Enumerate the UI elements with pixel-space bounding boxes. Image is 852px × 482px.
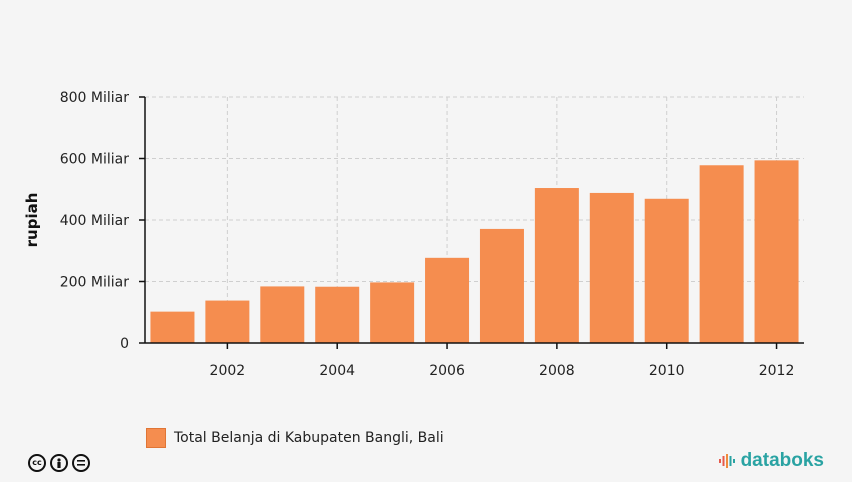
x-tick-label: 2002 bbox=[210, 363, 246, 379]
bar-2012[interactable] bbox=[754, 160, 799, 343]
bar-2001[interactable] bbox=[150, 311, 195, 343]
y-tick-label: 0 bbox=[120, 336, 129, 352]
y-tick-label: 600 Miliar bbox=[60, 152, 129, 168]
bar-2007[interactable] bbox=[479, 228, 524, 343]
bar-2003[interactable] bbox=[260, 286, 305, 343]
x-tick-label: 2010 bbox=[649, 363, 685, 379]
x-tick-label: 2004 bbox=[319, 363, 355, 379]
x-tick-label: 2006 bbox=[429, 363, 465, 379]
y-axis-title: rupiah bbox=[23, 193, 41, 248]
brand-logo[interactable]: databoks bbox=[718, 450, 824, 472]
bar-2011[interactable] bbox=[699, 165, 744, 343]
brand-name: databoks bbox=[740, 450, 824, 471]
bar-2002[interactable] bbox=[205, 300, 250, 343]
attribution-icon bbox=[50, 454, 68, 472]
y-tick-label: 400 Miliar bbox=[60, 213, 129, 229]
axes bbox=[139, 96, 804, 349]
no-derivatives-icon bbox=[72, 454, 90, 472]
license-badges: cc bbox=[28, 454, 90, 472]
bar-2004[interactable] bbox=[315, 286, 360, 343]
tick-labels: 0 200 Miliar 400 Miliar 600 Miliar 800 Milia… bbox=[60, 90, 795, 379]
bar-2005[interactable] bbox=[370, 282, 415, 343]
y-tick-label: 200 Miliar bbox=[60, 275, 129, 291]
bar-2009[interactable] bbox=[589, 192, 634, 343]
legend-swatch bbox=[146, 428, 166, 448]
x-tick-label: 2008 bbox=[539, 363, 575, 379]
x-tick-label: 2012 bbox=[759, 363, 795, 379]
cc-icon: cc bbox=[28, 454, 46, 472]
bar-2008[interactable] bbox=[534, 188, 579, 343]
databoks-logo-icon bbox=[718, 454, 735, 468]
legend: Total Belanja di Kabupaten Bangli, Bali bbox=[146, 428, 444, 448]
bars bbox=[150, 160, 799, 343]
y-tick-label: 800 Miliar bbox=[60, 90, 129, 106]
bar-2010[interactable] bbox=[644, 198, 689, 343]
legend-label: Total Belanja di Kabupaten Bangli, Bali bbox=[174, 430, 444, 446]
bar-2006[interactable] bbox=[425, 257, 470, 343]
